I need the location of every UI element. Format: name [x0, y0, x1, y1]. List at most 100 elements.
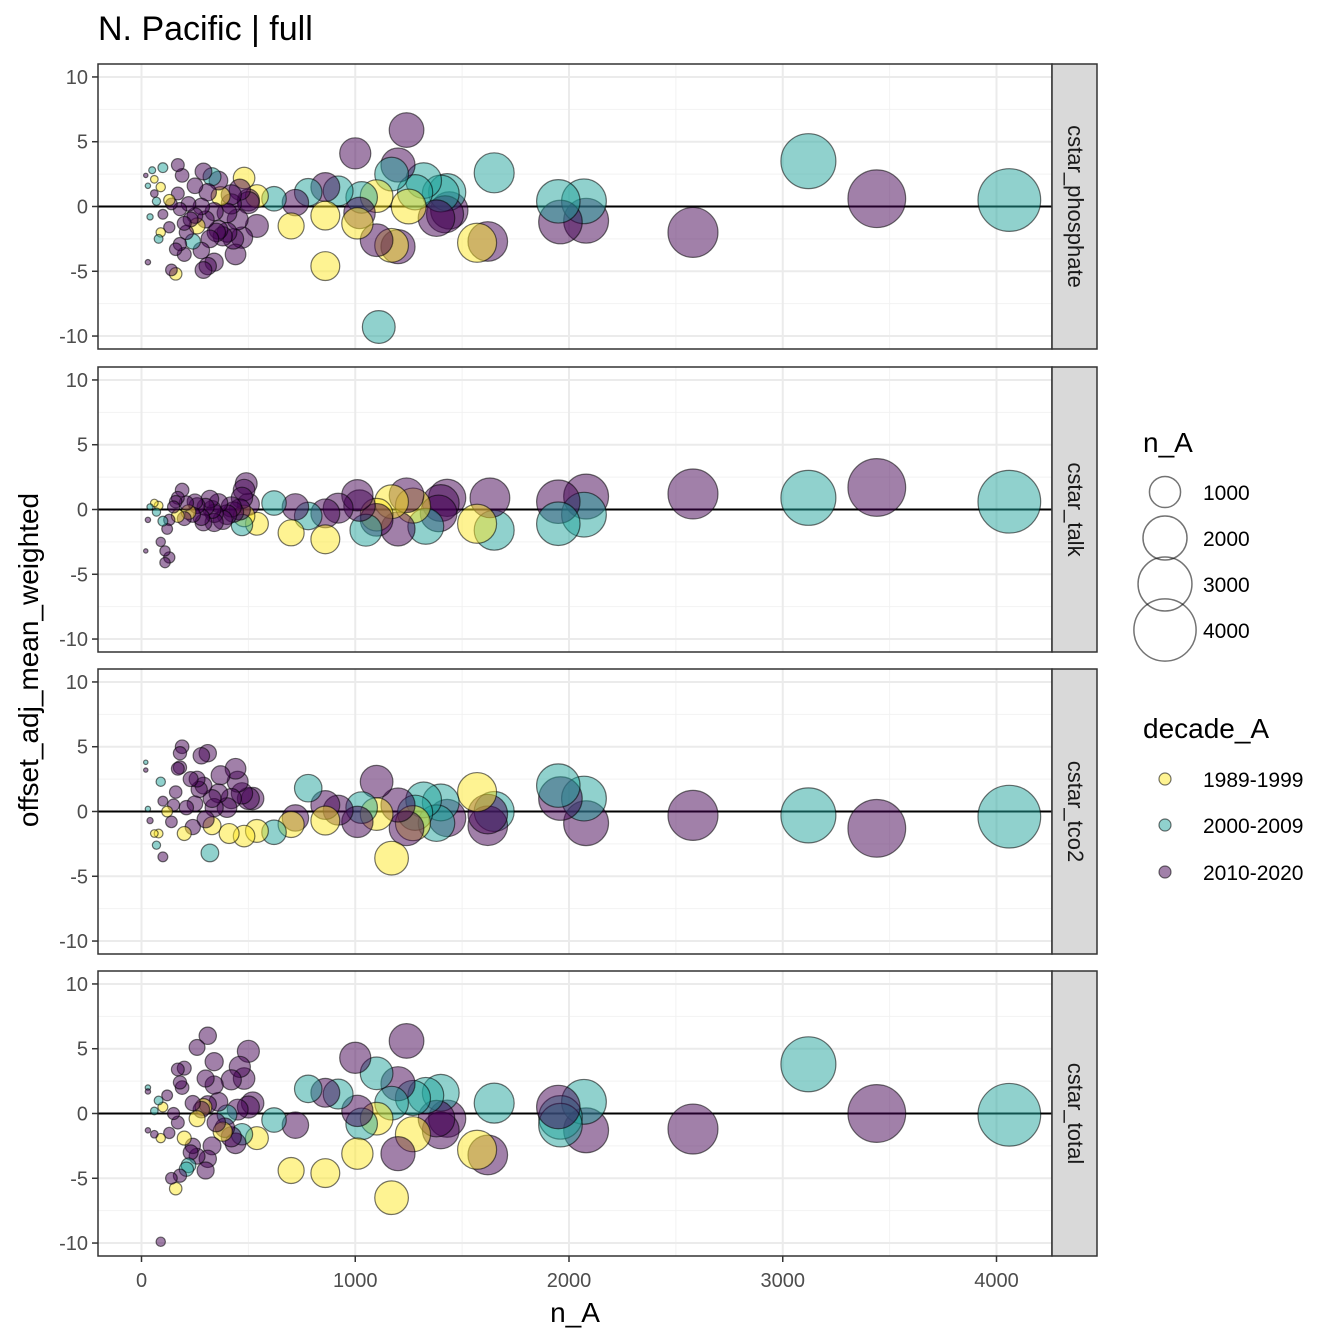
data-point — [155, 181, 167, 193]
data-point — [535, 1084, 581, 1130]
data-point — [780, 787, 837, 844]
data-point — [194, 162, 213, 181]
color-legend-key — [1158, 865, 1172, 879]
size-legend-key — [1142, 515, 1188, 561]
data-point — [149, 1106, 159, 1116]
data-point — [473, 152, 515, 194]
data-point — [293, 1074, 323, 1104]
data-point — [157, 851, 169, 863]
panel-cstar_phosphate: -10 -5 0 5 10 cstar_phosphate — [59, 63, 1098, 350]
data-point — [155, 1236, 167, 1248]
x-tick-label: 2000 — [547, 1270, 592, 1292]
y-tick-label: 5 — [77, 132, 88, 154]
data-point — [146, 816, 154, 825]
data-point — [151, 507, 162, 517]
data-point — [176, 215, 192, 231]
data-point — [196, 1161, 215, 1180]
data-point — [277, 519, 305, 547]
legend: n_A 1000 2000 3000 4000 decade_A 1989-1999 2000… — [1133, 427, 1303, 885]
y-tick-label: -5 — [70, 564, 88, 586]
size-legend-label: 1000 — [1203, 482, 1250, 505]
y-tick-label: 10 — [66, 672, 88, 694]
data-point — [380, 1136, 416, 1172]
data-point — [847, 1084, 907, 1143]
size-legend-key — [1148, 475, 1182, 509]
panel-cstar_talk: -10 -5 0 5 10 cstar_talk — [59, 366, 1098, 653]
data-point — [144, 516, 152, 524]
y-tick-label: 0 — [77, 1104, 88, 1126]
data-point — [170, 1062, 185, 1077]
x-axis-title: n_A — [550, 1297, 600, 1328]
data-point — [142, 759, 149, 766]
facet-strip-label: cstar_total — [1063, 1063, 1088, 1165]
data-point — [146, 213, 154, 221]
data-point — [667, 789, 719, 841]
color-legend-key — [1158, 772, 1172, 786]
data-point — [196, 810, 215, 829]
data-point — [168, 242, 183, 257]
data-point — [977, 784, 1042, 849]
size-legend-label: 2000 — [1203, 528, 1250, 551]
data-point — [277, 1156, 305, 1185]
color-legend-label: 2000-2009 — [1203, 815, 1303, 838]
data-point — [194, 260, 213, 279]
data-point — [142, 767, 149, 773]
size-legend-label: 4000 — [1203, 620, 1250, 643]
data-point — [667, 206, 719, 258]
y-axis-title: offset_adj_mean_weighted — [13, 493, 44, 827]
data-point — [310, 1158, 341, 1189]
data-point — [165, 263, 178, 277]
data-point — [780, 1036, 837, 1093]
data-point — [182, 1144, 199, 1161]
data-point — [277, 212, 305, 240]
color-legend-key — [1158, 818, 1172, 832]
data-point — [780, 133, 837, 190]
data-point — [535, 763, 581, 808]
data-point — [206, 1112, 227, 1133]
data-point — [168, 785, 183, 799]
data-point — [847, 458, 907, 517]
data-point — [172, 1075, 188, 1090]
data-point — [159, 545, 171, 557]
data-point — [388, 112, 425, 148]
y-tick-label: -5 — [70, 1168, 88, 1190]
y-tick-label: 5 — [77, 435, 88, 457]
data-point — [261, 1107, 287, 1133]
y-tick-label: -10 — [59, 326, 88, 348]
data-point — [151, 196, 162, 207]
data-point — [144, 1127, 152, 1134]
data-point — [157, 795, 169, 807]
data-point — [144, 182, 152, 190]
data-point — [142, 172, 149, 179]
facet-panels: -10 -5 0 5 10 cstar_phosphate -10 -5 0 5 10 cstar_t… — [59, 63, 1098, 1257]
data-point — [165, 815, 178, 829]
data-point — [204, 1052, 224, 1072]
data-point — [155, 536, 167, 548]
data-point — [456, 1129, 498, 1170]
data-point — [977, 168, 1042, 232]
facet-strip-label: cstar_tco2 — [1063, 761, 1088, 863]
facet-strip — [1051, 63, 1098, 350]
data-point — [535, 178, 581, 224]
y-tick-label: 10 — [66, 974, 88, 996]
data-point — [456, 771, 498, 813]
data-point — [166, 1106, 181, 1121]
data-point — [163, 1126, 176, 1140]
data-point — [339, 1041, 372, 1074]
data-point — [202, 789, 222, 809]
data-point — [176, 825, 192, 842]
y-tick-label: 5 — [77, 737, 88, 759]
data-point — [188, 1038, 206, 1056]
data-point — [170, 186, 185, 201]
data-point — [149, 1129, 159, 1139]
data-point — [149, 189, 159, 198]
data-point — [151, 840, 162, 850]
data-point — [473, 1082, 515, 1124]
data-point — [780, 469, 837, 526]
data-point — [341, 207, 374, 240]
data-point — [847, 169, 907, 229]
y-tick-label: 10 — [66, 370, 88, 392]
facet-strip — [1051, 366, 1098, 653]
data-point — [148, 166, 157, 175]
facet-strip — [1051, 970, 1098, 1257]
